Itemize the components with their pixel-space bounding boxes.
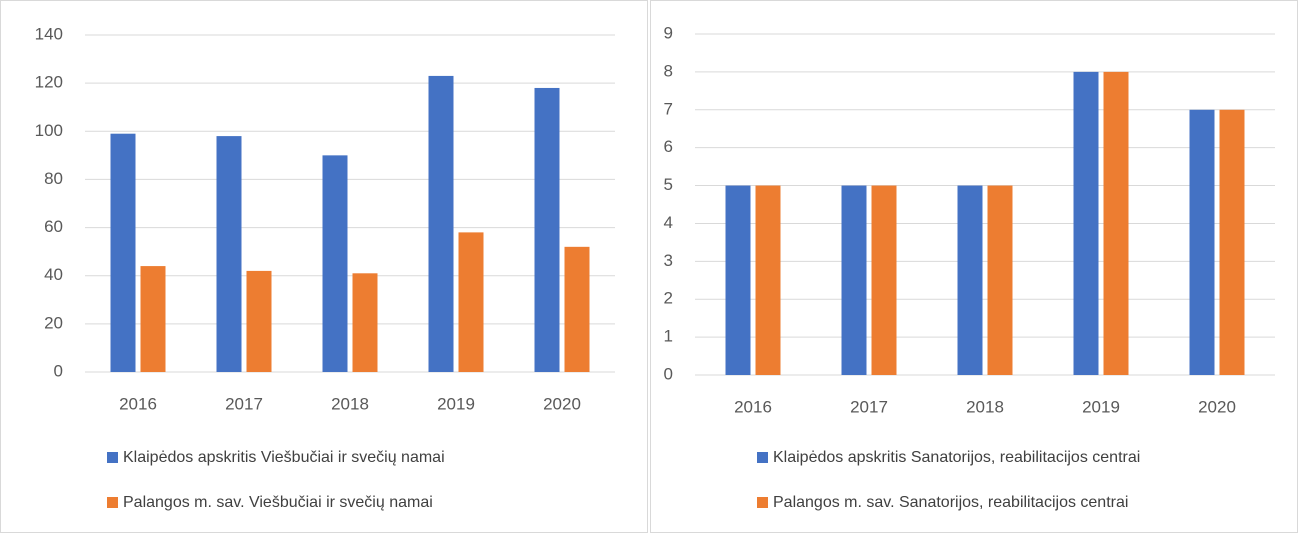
x-tick-label: 2019 — [1082, 397, 1120, 416]
x-tick-label: 2016 — [734, 397, 772, 416]
bar — [110, 133, 136, 372]
bar — [1103, 71, 1129, 375]
bar — [352, 273, 378, 372]
y-tick-label: 120 — [35, 73, 63, 92]
bar — [246, 270, 272, 372]
x-tick-label: 2019 — [437, 394, 475, 413]
legend-swatch — [107, 497, 118, 508]
y-tick-label: 100 — [35, 121, 63, 140]
y-tick-label: 0 — [54, 361, 63, 380]
bar — [871, 185, 897, 375]
bar — [987, 185, 1013, 375]
bar — [755, 185, 781, 375]
y-tick-label: 5 — [664, 175, 673, 194]
bar — [957, 185, 983, 375]
bar — [428, 75, 454, 373]
x-tick-label: 2017 — [850, 397, 888, 416]
y-tick-label: 0 — [664, 364, 673, 383]
bar — [322, 155, 348, 372]
x-tick-label: 2016 — [119, 394, 157, 413]
x-tick-label: 2018 — [331, 394, 369, 413]
bar — [458, 232, 484, 372]
bar — [1189, 109, 1215, 376]
x-tick-label: 2020 — [1198, 397, 1236, 416]
bar — [216, 136, 242, 372]
legend-label: Palangos m. sav. Sanatorijos, reabilitac… — [773, 494, 1128, 511]
y-tick-label: 40 — [44, 265, 63, 284]
y-tick-label: 20 — [44, 313, 63, 332]
bar — [534, 87, 560, 372]
bar — [564, 246, 590, 372]
legend-swatch — [757, 452, 768, 463]
y-tick-label: 80 — [44, 169, 63, 188]
y-tick-label: 1 — [664, 327, 673, 346]
y-tick-label: 140 — [35, 24, 63, 43]
bar — [1219, 109, 1245, 376]
y-tick-label: 4 — [664, 213, 673, 232]
x-tick-label: 2020 — [543, 394, 581, 413]
y-tick-label: 60 — [44, 217, 63, 236]
x-tick-label: 2017 — [225, 394, 263, 413]
legend-swatch — [107, 452, 118, 463]
x-tick-label: 2018 — [966, 397, 1004, 416]
y-tick-label: 8 — [664, 61, 673, 80]
bar — [725, 185, 751, 375]
bar — [1073, 71, 1099, 375]
bar — [140, 266, 166, 372]
legend-swatch — [757, 497, 768, 508]
legend-label: Klaipėdos apskritis Sanatorijos, reabili… — [773, 449, 1140, 466]
y-tick-label: 2 — [664, 289, 673, 308]
bar — [841, 185, 867, 375]
y-tick-label: 3 — [664, 251, 673, 270]
y-tick-label: 6 — [664, 137, 673, 156]
y-tick-label: 9 — [664, 23, 673, 42]
y-tick-label: 7 — [664, 99, 673, 118]
legend-label: Klaipėdos apskritis Viešbučiai ir svečių… — [123, 449, 445, 466]
legend-label: Palangos m. sav. Viešbučiai ir svečių na… — [123, 494, 433, 511]
